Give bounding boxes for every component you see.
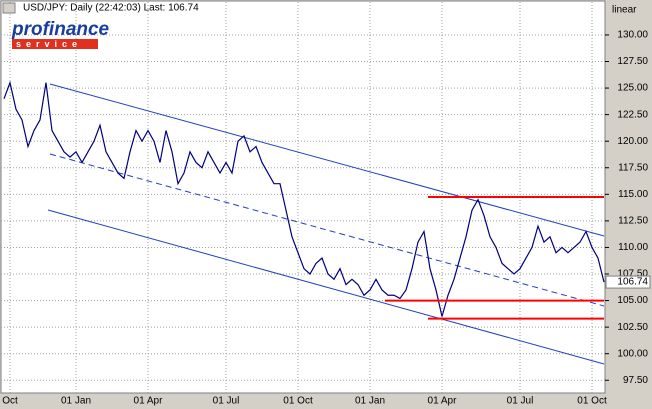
last-value-box	[605, 275, 651, 289]
y-tick-label: 125.00	[617, 83, 648, 94]
y-tick-label: 102.50	[617, 322, 648, 333]
y-tick-label: 107.50	[617, 269, 648, 280]
x-tick-label: 01 Jan	[61, 396, 91, 407]
y-tick-label: 105.00	[617, 295, 648, 306]
logo-bottom: service	[16, 39, 82, 49]
y-tick-label: 112.50	[618, 216, 648, 227]
logo-top: profinance	[11, 19, 110, 40]
x-tick-label: 01 Jul	[507, 396, 534, 407]
x-tick-label: 01 Apr	[134, 396, 164, 407]
channel-upper	[49, 83, 605, 237]
y-tick-label: 100.00	[617, 348, 648, 359]
icon[interactable]	[2, 2, 16, 14]
y-tick-label: 127.50	[617, 56, 648, 67]
x-tick-label: 01 Jan	[355, 396, 385, 407]
y-tick-label: 122.50	[617, 109, 648, 120]
last-value-label: 106.74	[617, 277, 648, 288]
logo-band	[12, 39, 98, 49]
channel-lower	[47, 209, 605, 365]
y-tick-label: 117.50	[618, 162, 648, 173]
price-line	[3, 80, 605, 317]
x-tick-label: Oct	[2, 396, 18, 407]
y-tick-label: 97.50	[623, 375, 648, 386]
y-tick-label: 120.00	[617, 136, 648, 147]
y-tick-label: 115.00	[618, 189, 648, 200]
chart-title: USD/JPY: Daily (22:42:03) Last: 106.74	[23, 3, 199, 14]
y-tick-label: 110.00	[618, 242, 648, 253]
scale-label: linear	[612, 5, 637, 16]
channel-mid	[49, 153, 605, 307]
x-tick-label: 01 Oct	[283, 396, 313, 407]
x-tick-label: 01 Jul	[213, 396, 240, 407]
x-tick-label: 01 Oct	[577, 396, 607, 407]
y-tick-label: 130.00	[617, 30, 648, 41]
x-tick-label: 01 Apr	[428, 396, 458, 407]
